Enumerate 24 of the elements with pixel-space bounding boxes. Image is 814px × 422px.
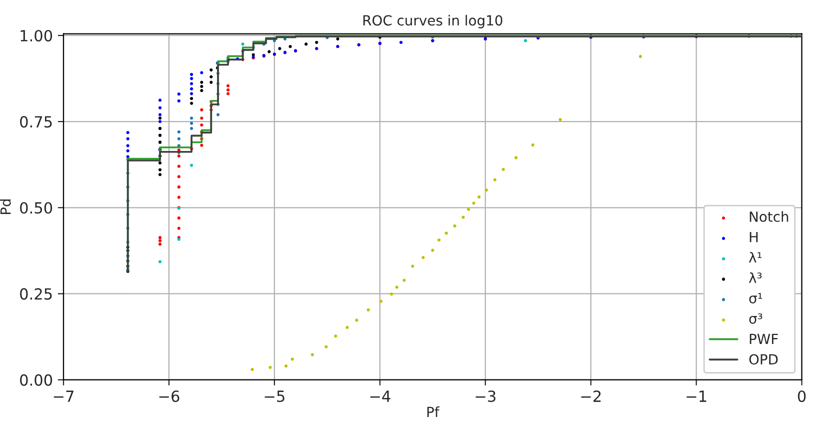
legend-label: OPD <box>749 354 778 365</box>
y-tick-label: 0.00 <box>20 374 52 386</box>
x-tick-label: −1 <box>686 390 706 402</box>
y-tick-label: 1.00 <box>20 30 52 42</box>
x-axis-title: Pf <box>427 406 440 417</box>
x-tick-label: −4 <box>370 390 390 402</box>
legend-label: H <box>750 232 758 242</box>
y-tick-label: 0.50 <box>20 202 52 214</box>
legend-label: PWF <box>750 334 778 344</box>
x-tick-label: −6 <box>159 390 180 402</box>
x-tick-label: −5 <box>264 390 284 402</box>
y-tick-label: 0.75 <box>20 116 52 128</box>
legend-label: λ³ <box>748 272 762 283</box>
legend-label: λ¹ <box>748 252 762 262</box>
legend-label: σ³ <box>749 313 762 324</box>
x-tick-label: −2 <box>581 390 601 402</box>
legend-label: Notch <box>750 211 788 222</box>
y-axis-title: Pd <box>0 199 11 214</box>
x-tick-label: −3 <box>476 390 496 402</box>
x-tick-label: −7 <box>54 390 74 402</box>
y-tick-label: 0.25 <box>20 288 52 300</box>
x-tick-label: 0 <box>798 390 806 402</box>
chart-title: ROC curves in log10 <box>363 14 502 28</box>
legend-label: σ¹ <box>749 293 762 304</box>
